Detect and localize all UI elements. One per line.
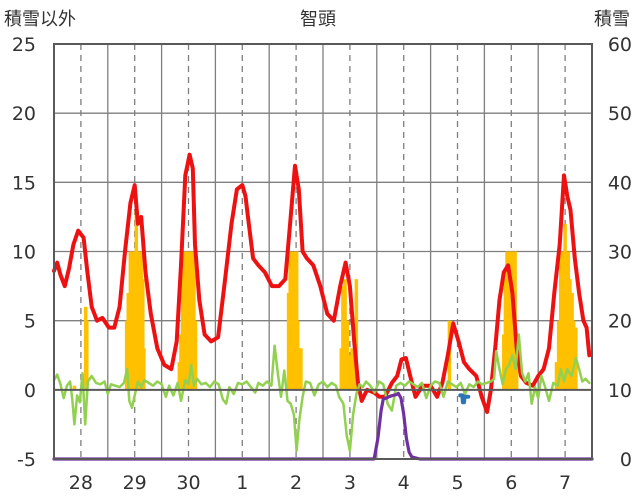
axes (53, 43, 593, 460)
right-tick-label: 60 (608, 34, 632, 56)
precipitation-bar (299, 348, 303, 390)
precipitation-bars (72, 210, 578, 390)
x-tick-label: 29 (123, 472, 147, 494)
precipitation-bar (348, 355, 352, 390)
precipitation-bar (341, 286, 345, 390)
precipitation-bar (571, 320, 576, 390)
left-tick-label: 5 (24, 311, 36, 333)
x-tick-label: 28 (69, 472, 93, 494)
x-tick-label: 6 (505, 472, 517, 494)
temperature-line (52, 152, 592, 414)
precipitation-bar (343, 279, 347, 390)
precipitation-bar (142, 348, 146, 390)
precipitation-bar (72, 385, 77, 390)
precipitation-bar (354, 279, 359, 390)
right-tick-label: 0 (620, 449, 632, 471)
precipitation-bar (345, 320, 349, 390)
precipitation-bar (85, 320, 89, 390)
precipitation-bar (141, 279, 145, 390)
tick-labels: -5 0 5 10 15 20 25 0 10 20 30 40 50 60 28 29 30 1 2 3 4 5 6 7 (12, 34, 632, 494)
left-tick-label: 15 (12, 172, 36, 194)
right-axis-title: 積雪 (594, 9, 630, 30)
left-tick-label: 20 (12, 103, 36, 125)
precipitation-bar (568, 279, 572, 390)
left-tick-label: 25 (12, 34, 36, 56)
snow-depth-line (52, 391, 594, 461)
left-axis-title: 積雪以外 (4, 9, 76, 30)
precipitation-bar (128, 251, 133, 390)
right-tick-label: 20 (608, 311, 632, 333)
precipitation-bar (559, 251, 563, 390)
x-tick-label: 5 (451, 472, 463, 494)
x-tick-label: 2 (290, 472, 302, 494)
precipitation-bar (193, 320, 198, 390)
precipitation-bar (350, 348, 354, 390)
x-tick-label: 3 (344, 472, 356, 494)
chart-title: 智頭 (300, 9, 336, 30)
right-tick-label: 10 (608, 380, 632, 402)
right-tick-label: 30 (608, 242, 632, 264)
left-tick-label: 10 (12, 242, 36, 264)
precipitation-bar (556, 320, 561, 390)
precipitation-bar (130, 251, 135, 390)
right-tick-label: 40 (608, 172, 632, 194)
x-tick-label: 4 (398, 472, 410, 494)
x-tick-label: 30 (176, 472, 200, 494)
sunshine-line (458, 393, 471, 405)
precipitation-bar (126, 293, 130, 390)
plot-frame (53, 43, 593, 460)
x-tick-label: 7 (559, 472, 571, 494)
x-tick-label: 1 (236, 472, 248, 494)
left-tick-label: -5 (17, 449, 36, 471)
left-tick-label: 0 (24, 380, 36, 402)
right-tick-label: 50 (608, 103, 632, 125)
precipitation-bar (561, 251, 565, 390)
precipitation-bar (554, 362, 559, 390)
precipitation-bar (352, 351, 356, 390)
